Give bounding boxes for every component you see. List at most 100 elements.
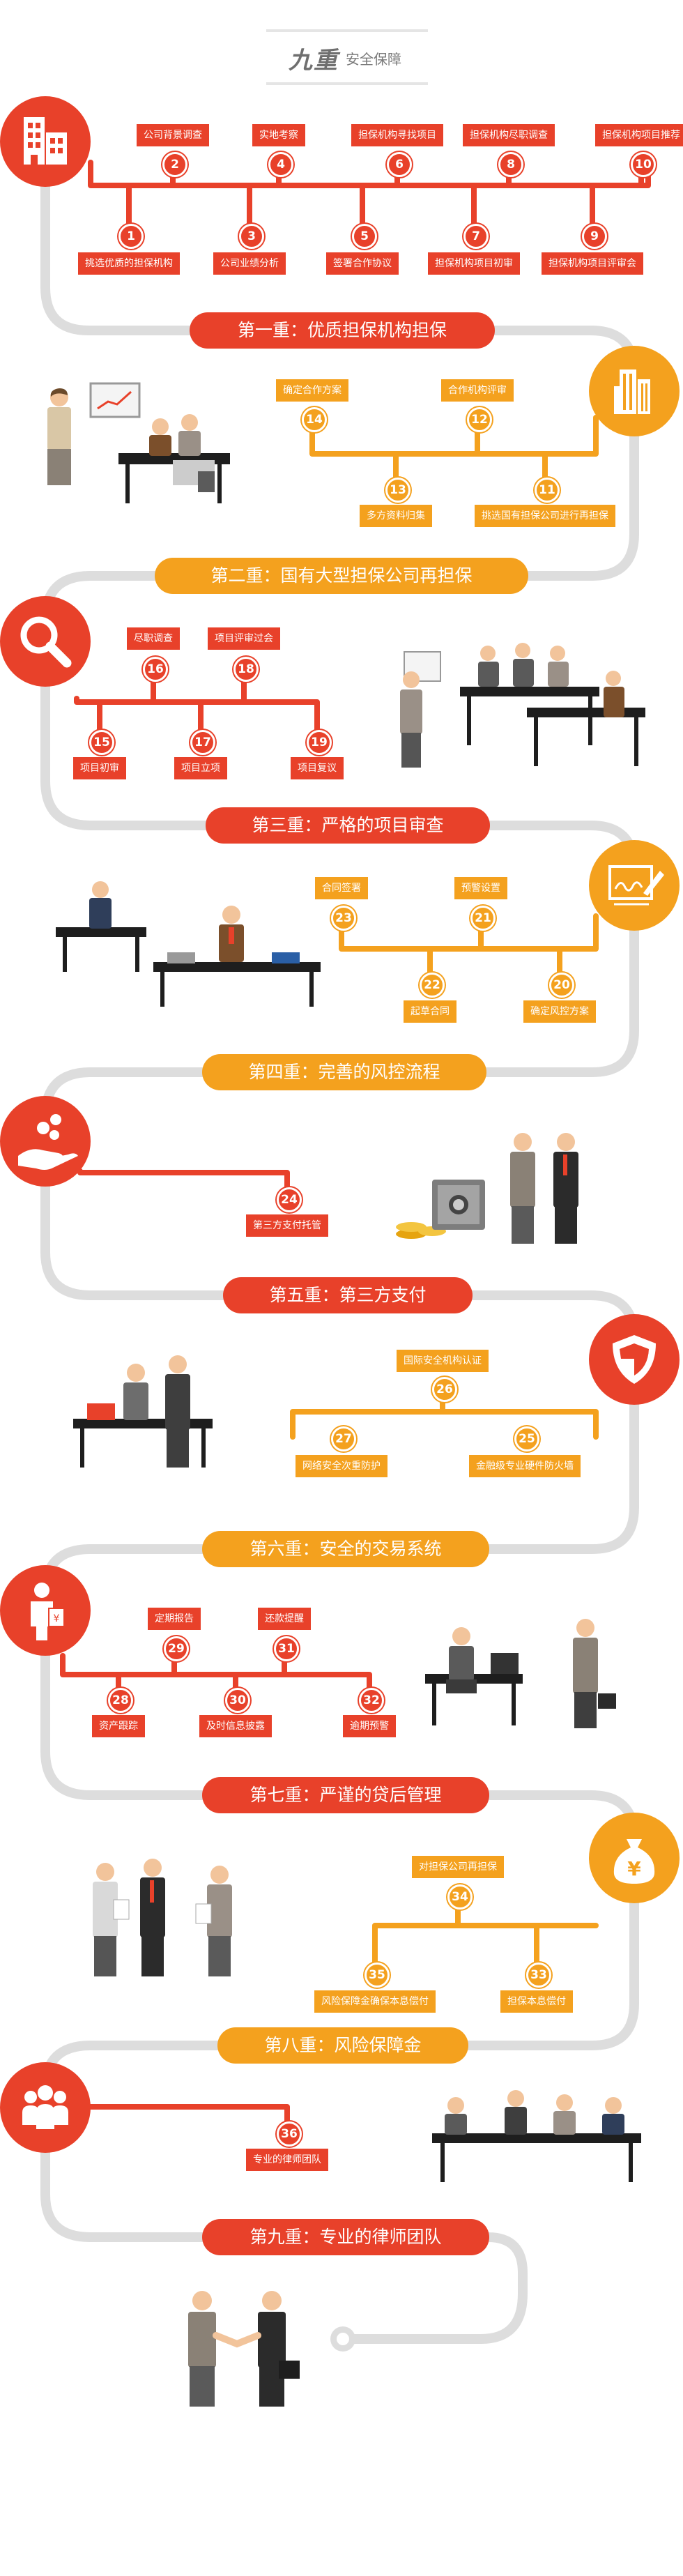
branch-line-7 — [60, 1653, 372, 1701]
step-number-13: 13 — [385, 478, 410, 503]
step-number-4: 4 — [268, 152, 293, 177]
section-banner-4: 第四重：完善的风控流程 — [202, 1054, 486, 1090]
step-label-14: 确定合作方案 — [276, 379, 348, 402]
step-label-3: 公司业绩分析 — [213, 252, 286, 275]
step-number-18: 18 — [233, 657, 259, 682]
step-label-31: 还款提醒 — [258, 1608, 311, 1630]
step-number-31: 31 — [274, 1636, 299, 1661]
presentation-illustration — [47, 382, 230, 503]
branch-line-3 — [74, 696, 320, 740]
branch-line-8 — [372, 1923, 599, 1976]
step-label-36: 专业的律师团队 — [246, 2149, 328, 2171]
step-label-2: 公司背景调查 — [137, 124, 209, 146]
step-label-25: 金融级专业硬件防火墙 — [469, 1455, 581, 1477]
step-label-5: 签署合作协议 — [326, 252, 399, 275]
team-icon — [0, 2062, 91, 2153]
step-number-5: 5 — [352, 224, 377, 249]
step-label-26: 国际安全机构认证 — [397, 1350, 489, 1372]
step-label-27: 网络安全次重防护 — [296, 1455, 387, 1477]
track-seg — [523, 432, 639, 581]
step-number-27: 27 — [331, 1426, 356, 1451]
step-label-32: 逾期预警 — [343, 1715, 396, 1737]
safe-illustration — [396, 1133, 578, 1244]
step-label-15: 项目初审 — [73, 757, 126, 779]
step-label-21: 预警设置 — [454, 877, 507, 899]
track-seg — [344, 2232, 528, 2344]
step-label-35: 风险保障金确保本息偿付 — [314, 1990, 436, 2013]
track-seg — [40, 2148, 207, 2242]
step-number-23: 23 — [331, 906, 356, 931]
step-label-7: 担保机构项目初审 — [428, 252, 520, 275]
magnifier-icon — [0, 596, 91, 687]
step-number-8: 8 — [498, 152, 523, 177]
laptop-illustration — [73, 1355, 213, 1468]
section-banner-8: 第八重：风险保障金 — [217, 2027, 468, 2064]
track-seg — [463, 1898, 639, 2050]
section-banner-1: 第一重：优质担保机构担保 — [190, 312, 495, 349]
step-label-6: 担保机构寻找项目 — [351, 124, 443, 146]
track-seg — [40, 1182, 228, 1300]
svg-text:¥: ¥ — [54, 1613, 60, 1624]
skyscraper-icon — [589, 346, 680, 436]
brand-subtitle: 安全保障 — [346, 50, 401, 68]
money-bag-icon: ¥ — [589, 1813, 680, 1903]
step-number-3: 3 — [239, 224, 264, 249]
step-label-1: 挑选优质的担保机构 — [78, 252, 180, 275]
documents-illustration — [93, 1859, 232, 1976]
step-number-10: 10 — [631, 152, 656, 177]
track-end-dot-inner — [337, 2333, 349, 2345]
section-banner-9: 第九重：专业的律师团队 — [202, 2219, 489, 2255]
signature-icon — [589, 840, 680, 931]
section-banner-3: 第三重：严格的项目审查 — [206, 807, 490, 844]
building-icon — [0, 96, 91, 187]
step-label-20: 确定风控方案 — [523, 1000, 596, 1023]
coin-hand-icon — [0, 1096, 91, 1187]
person-money-icon: ¥ — [0, 1565, 91, 1656]
step-label-13: 多方资料归集 — [360, 505, 432, 527]
step-label-19: 项目复议 — [291, 757, 344, 779]
step-number-11: 11 — [535, 478, 560, 503]
step-number-12: 12 — [467, 407, 492, 432]
office-illustration — [56, 881, 321, 1007]
step-label-17: 项目立项 — [174, 757, 227, 779]
svg-text:¥: ¥ — [627, 1857, 641, 1880]
header-brand: 九重 安全保障 — [279, 40, 411, 75]
desk-illustration — [425, 1619, 616, 1728]
section-banner-6: 第六重：安全的交易系统 — [202, 1531, 489, 1567]
step-label-4: 实地考察 — [252, 124, 305, 146]
track-seg — [482, 926, 639, 1077]
step-label-33: 担保本息偿付 — [500, 1990, 573, 2013]
handshake-illustration — [188, 2291, 300, 2407]
step-label-34: 对担保公司再担保 — [412, 1856, 504, 1878]
header-rule-top — [266, 29, 428, 32]
track-seg — [484, 1400, 639, 1554]
step-label-16: 尽职调查 — [127, 627, 180, 650]
step-number-26: 26 — [432, 1377, 457, 1402]
header-rule-bottom — [266, 82, 428, 85]
step-number-14: 14 — [302, 407, 327, 432]
step-number-6: 6 — [387, 152, 412, 177]
step-number-30: 30 — [225, 1688, 250, 1713]
track-seg — [40, 182, 194, 335]
step-label-8: 担保机构尽职调查 — [463, 124, 555, 146]
section-banner-7: 第七重：严谨的贷后管理 — [202, 1777, 489, 1813]
step-label-10: 担保机构项目推荐 — [595, 124, 683, 146]
section-banner-2: 第二重：国有大型担保公司再担保 — [155, 558, 528, 594]
step-number-15: 15 — [89, 730, 114, 755]
brand-logo: 九重 — [289, 46, 339, 75]
section-banner-5: 第五重：第三方支付 — [223, 1277, 473, 1313]
step-label-18: 项目评审过会 — [208, 627, 280, 650]
step-number-7: 7 — [463, 224, 489, 249]
track-seg — [40, 682, 210, 830]
conference-illustration — [432, 2090, 641, 2182]
step-number-17: 17 — [190, 730, 215, 755]
step-number-25: 25 — [514, 1426, 539, 1451]
step-number-29: 29 — [164, 1636, 189, 1661]
step-number-16: 16 — [143, 657, 168, 682]
step-number-32: 32 — [359, 1688, 384, 1713]
step-label-24: 第三方支付托管 — [246, 1214, 328, 1237]
branch-line-9 — [67, 2103, 290, 2135]
step-label-30: 及时信息披露 — [199, 1715, 272, 1737]
branch-line-4 — [339, 913, 599, 952]
step-number-2: 2 — [162, 152, 187, 177]
